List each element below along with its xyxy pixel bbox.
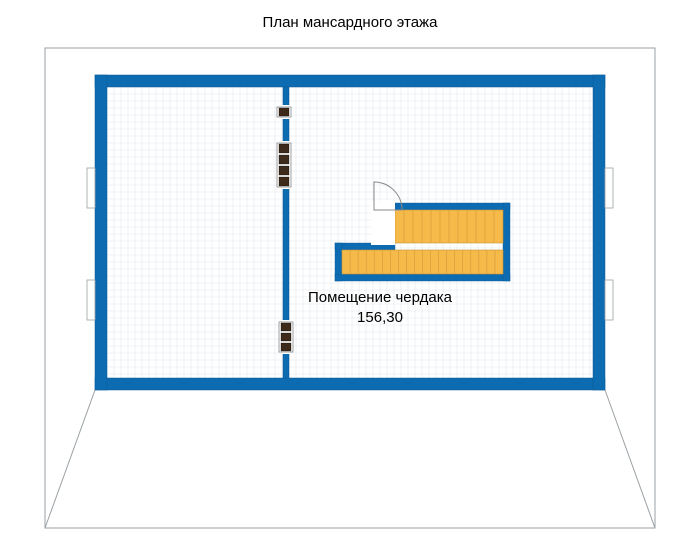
room-name: Помещение чердака [308, 289, 452, 306]
plan-title: План мансардного этажа [0, 0, 700, 31]
room-label: Помещение чердака 156,30 [290, 288, 470, 327]
room-area: 156,30 [357, 309, 403, 326]
floor-plan-canvas: Помещение чердака 156,30 [10, 40, 690, 535]
